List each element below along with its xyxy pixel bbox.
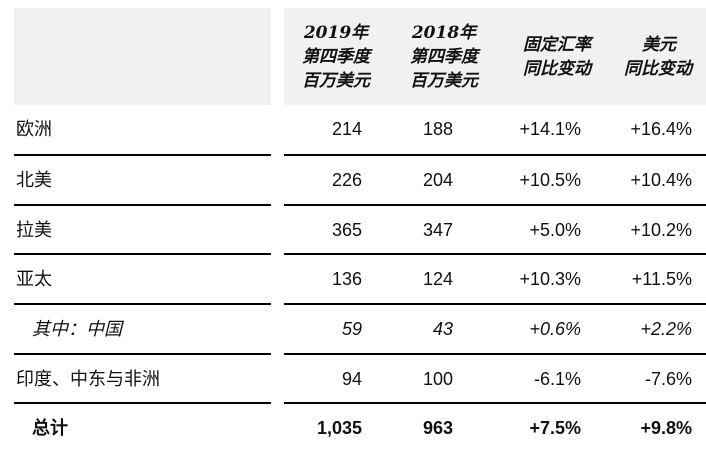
column-header-2018q4: 2018年 第四季度 百万美元: [392, 8, 496, 105]
row-label: 欧洲: [16, 119, 52, 140]
table-row-latin-america: 拉美 365 347 +5.0% +10.2%: [14, 206, 706, 255]
row-label: 亚太: [16, 269, 52, 290]
table-header: 2019年 第四季度 百万美元 2018年 第四季度 百万美元 固定汇率 同比变…: [14, 8, 706, 105]
table-row-total: 总计 1,035 963 +7.5% +9.8%: [14, 404, 706, 453]
value-2018: 963: [422, 418, 453, 438]
header-line: 第四季度: [410, 46, 478, 67]
column-header-constant-fx-change: 固定汇率 同比变动: [502, 8, 612, 105]
value-2018: 204: [422, 170, 453, 190]
header-line: 2018年: [411, 22, 477, 43]
value-2018: 124: [422, 269, 453, 289]
row-divider: [14, 303, 706, 305]
value-2018: 188: [422, 119, 453, 139]
column-header-usd-change: 美元 同比变动: [616, 8, 706, 105]
table-row-north-america: 北美 226 204 +10.5% +10.4%: [14, 156, 706, 205]
value-constant-fx: +10.5%: [519, 170, 581, 190]
header-line: 第四季度: [302, 46, 370, 67]
header-line: 美元: [642, 34, 676, 55]
row-label: 印度、中东与非洲: [16, 369, 160, 390]
header-line: 固定汇率: [523, 34, 591, 55]
row-label: 北美: [16, 170, 52, 191]
value-constant-fx: +14.1%: [519, 119, 581, 139]
value-2019: 1,035: [316, 418, 362, 438]
row-divider: [14, 353, 706, 355]
table-row-imea: 印度、中东与非洲 94 100 -6.1% -7.6%: [14, 355, 706, 404]
value-2019: 94: [341, 369, 362, 389]
row-divider: [14, 154, 706, 156]
value-constant-fx: +0.6%: [529, 319, 581, 339]
column-header-2019q4: 2019年 第四季度 百万美元: [284, 8, 388, 105]
header-line: 百万美元: [302, 70, 370, 91]
table-row-europe: 欧洲 214 188 +14.1% +16.4%: [14, 105, 706, 154]
row-divider: [14, 253, 706, 255]
value-usd: +10.2%: [630, 220, 692, 240]
value-usd: +2.2%: [640, 319, 692, 339]
header-line: 2019年: [303, 22, 369, 43]
value-2018: 43: [432, 319, 453, 339]
header-gap: [271, 8, 284, 105]
regional-results-table: 2019年 第四季度 百万美元 2018年 第四季度 百万美元 固定汇率 同比变…: [14, 8, 706, 439]
row-divider: [14, 402, 706, 404]
value-2019: 226: [331, 170, 362, 190]
table-row-china-subset: 其中：中国 59 43 +0.6% +2.2%: [14, 305, 706, 354]
value-usd: +10.4%: [630, 170, 692, 190]
table-row-asia-pacific: 亚太 136 124 +10.3% +11.5%: [14, 255, 706, 304]
value-2018: 100: [422, 369, 453, 389]
header-values-band: [284, 8, 706, 105]
value-constant-fx: +7.5%: [529, 418, 581, 438]
value-2019: 59: [341, 319, 362, 339]
header-line: 百万美元: [410, 70, 478, 91]
value-2019: 365: [331, 220, 362, 240]
row-label: 其中：中国: [32, 319, 122, 340]
value-constant-fx: +5.0%: [529, 220, 581, 240]
value-constant-fx: -6.1%: [533, 369, 581, 389]
value-constant-fx: +10.3%: [519, 269, 581, 289]
value-usd: -7.6%: [644, 369, 692, 389]
row-divider: [14, 204, 706, 206]
value-usd: +9.8%: [640, 418, 692, 438]
header-line: 同比变动: [523, 58, 591, 79]
header-label-cell: [14, 8, 271, 105]
value-2018: 347: [422, 220, 453, 240]
value-2019: 214: [331, 119, 362, 139]
row-label: 拉美: [16, 220, 52, 241]
value-2019: 136: [331, 269, 362, 289]
value-usd: +11.5%: [631, 269, 692, 289]
row-label: 总计: [32, 418, 68, 439]
header-line: 同比变动: [624, 58, 692, 79]
value-usd: +16.4%: [630, 119, 692, 139]
